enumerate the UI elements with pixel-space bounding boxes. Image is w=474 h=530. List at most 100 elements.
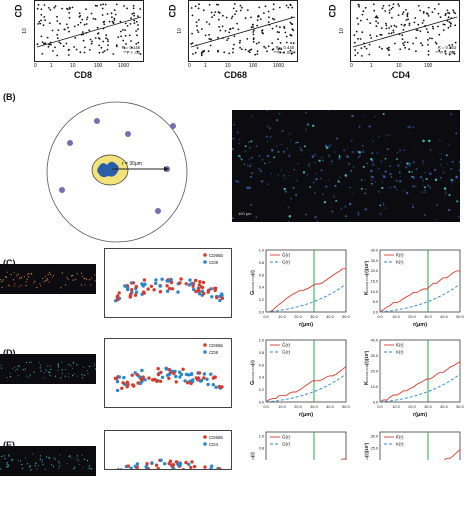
scatter-point (55, 5, 57, 7)
cell-signal (40, 285, 41, 286)
scatter-point (192, 53, 194, 55)
cell-signal (430, 149, 432, 151)
cell-signal (283, 150, 285, 152)
plot-frame (266, 432, 346, 460)
scatter-point (383, 5, 385, 7)
scatter-point (390, 25, 392, 27)
cell-signal (397, 152, 399, 154)
stat-p: **P < .00 (100, 50, 140, 55)
scatter-point (366, 48, 368, 50)
y-tick-label: 0.6 (259, 363, 264, 367)
cell-signal (30, 469, 31, 470)
x-tick-label: 50.0 (342, 315, 349, 319)
scatter-point (226, 17, 228, 19)
scatter-point (61, 8, 63, 10)
cell-signal (440, 164, 442, 166)
scatter-point (120, 21, 122, 23)
scatter-point (198, 19, 200, 21)
legend-label: K(r) (396, 350, 404, 355)
scatter-point (192, 15, 194, 17)
cell-signal (91, 278, 92, 279)
scatter-point (195, 5, 197, 7)
cd66b-point (126, 383, 129, 386)
y-tick-label: 0.0 (373, 311, 378, 315)
cell-signal (357, 212, 359, 214)
scatter-point (273, 3, 275, 5)
scatter-point (261, 32, 263, 34)
scatter-point (263, 12, 265, 14)
cell-signal (364, 193, 365, 194)
cell-signal (49, 374, 50, 375)
scatter-point (219, 30, 221, 32)
cd-point (159, 459, 162, 462)
xlabel: CD8 (74, 70, 92, 80)
cd-point (134, 465, 137, 468)
cell-signal (396, 180, 398, 182)
scatter-point (129, 35, 131, 37)
cell-signal (271, 149, 274, 152)
cd66b-point (172, 372, 175, 375)
x-tick-label: 20.0 (294, 315, 301, 319)
x-tick-label: 0.0 (263, 315, 268, 319)
cell-signal (69, 455, 70, 456)
cell-signal (281, 144, 283, 146)
cell-signal (450, 168, 452, 170)
cell-signal (71, 275, 72, 276)
cd-point (188, 278, 191, 281)
cell-signal (459, 162, 460, 163)
scatter-point (126, 8, 128, 10)
cell-signal (317, 220, 319, 222)
cell-signal (290, 198, 292, 200)
scatter-point (102, 14, 104, 16)
cell-signal (314, 173, 316, 175)
cell-signal (279, 113, 281, 115)
scatter-point (445, 13, 447, 15)
cell-signal (84, 375, 85, 376)
cell-signal (456, 176, 459, 179)
scatter-point (68, 12, 70, 14)
legend-label: CD66b (209, 343, 224, 348)
cd-point (130, 467, 133, 470)
tissue-thumbnail (0, 264, 96, 294)
cell-signal (35, 465, 36, 466)
scatter-point (123, 5, 125, 7)
cell-signal (78, 460, 79, 461)
cd66b-point (157, 373, 160, 376)
cell-signal (7, 272, 8, 273)
scatter-point (54, 47, 56, 49)
scatter-point (279, 26, 281, 28)
cell-signal (351, 140, 353, 142)
scatter-point (50, 9, 52, 11)
cell-signal (59, 465, 60, 466)
y-axis-paren: (r) (250, 360, 255, 365)
y-axis-paren: (r)(10³) (364, 260, 369, 275)
scatter-point (252, 31, 254, 33)
scatter-point (246, 38, 248, 40)
scatter-point (203, 9, 205, 11)
cell-signal (71, 365, 72, 366)
legend-label: CD8 (209, 350, 218, 355)
scatter-point (97, 33, 99, 35)
cell-signal (72, 368, 73, 369)
scatter-point (454, 24, 456, 26)
cd-point (179, 464, 182, 467)
scatter-point (66, 43, 68, 45)
cell-signal (424, 172, 426, 174)
legend-swatch (203, 343, 207, 347)
scatter-point (228, 32, 230, 34)
cell-signal (370, 151, 371, 152)
scatter-point (210, 39, 212, 41)
cell-signal (73, 468, 74, 469)
cell-signal (331, 164, 332, 165)
cell-signal (371, 152, 373, 154)
x-tick-label: 10.0 (278, 315, 285, 319)
scatter-point (99, 38, 101, 40)
cell-signal (383, 113, 385, 115)
legend-label: CD8 (209, 260, 218, 265)
cell-signal (307, 174, 308, 175)
cell-signal (441, 153, 442, 154)
cell-signal (281, 130, 284, 133)
y-axis-paren: (r)(10³) (364, 350, 369, 365)
